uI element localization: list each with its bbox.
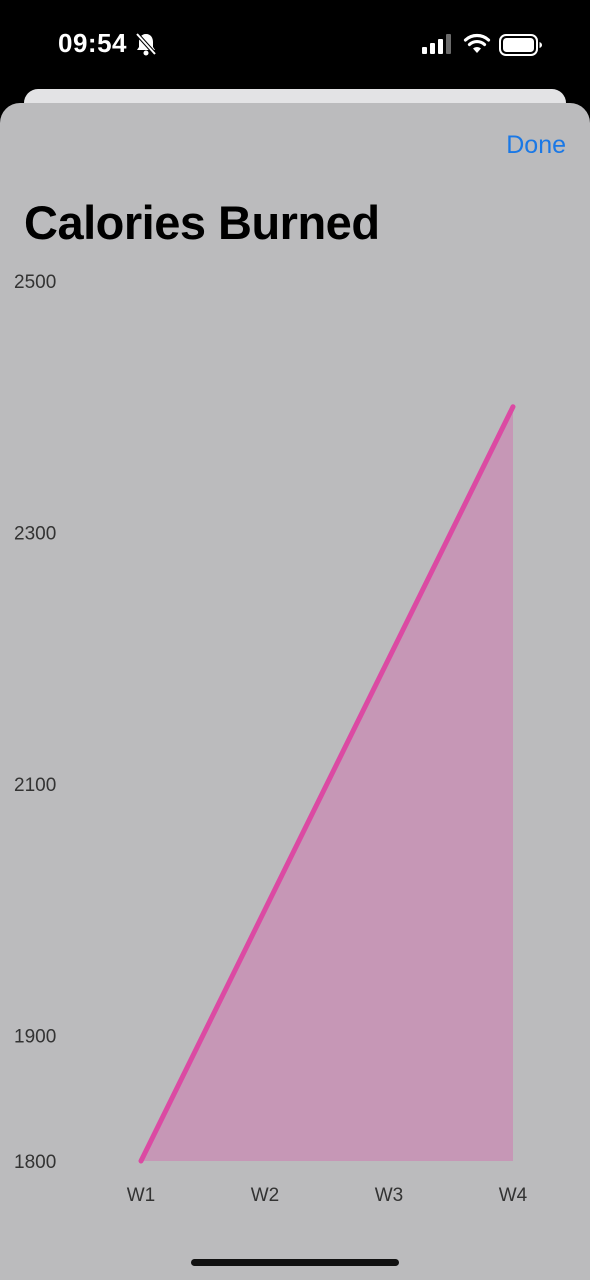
battery-icon — [499, 34, 542, 56]
y-tick-label: 2500 — [14, 272, 56, 293]
x-tick-label: W4 — [499, 1185, 528, 1206]
y-tick-label: 1900 — [14, 1026, 56, 1047]
cellular-signal-icon — [422, 34, 451, 54]
y-tick-label: 2300 — [14, 523, 56, 544]
status-bar: 09:54 — [0, 0, 590, 90]
status-time: 09:54 — [58, 28, 127, 58]
y-tick-label: 2100 — [14, 775, 56, 796]
x-tick-label: W3 — [375, 1185, 404, 1206]
y-tick-label: 1800 — [14, 1152, 56, 1173]
page-title: Calories Burned — [24, 196, 380, 249]
x-tick-label: W2 — [251, 1185, 280, 1206]
x-tick-label: W1 — [127, 1185, 156, 1206]
wifi-icon — [463, 33, 491, 53]
modal-sheet: Done Calories Burned 2500 2300 2100 1900 180… — [0, 103, 590, 1280]
series-line — [138, 404, 516, 1164]
silent-bell-icon — [135, 32, 157, 56]
calories-chart: 2500 2300 2100 1900 1800 W1 W2 W3 W4 — [14, 272, 528, 1206]
done-button[interactable]: Done — [506, 131, 566, 159]
home-indicator — [191, 1259, 399, 1266]
